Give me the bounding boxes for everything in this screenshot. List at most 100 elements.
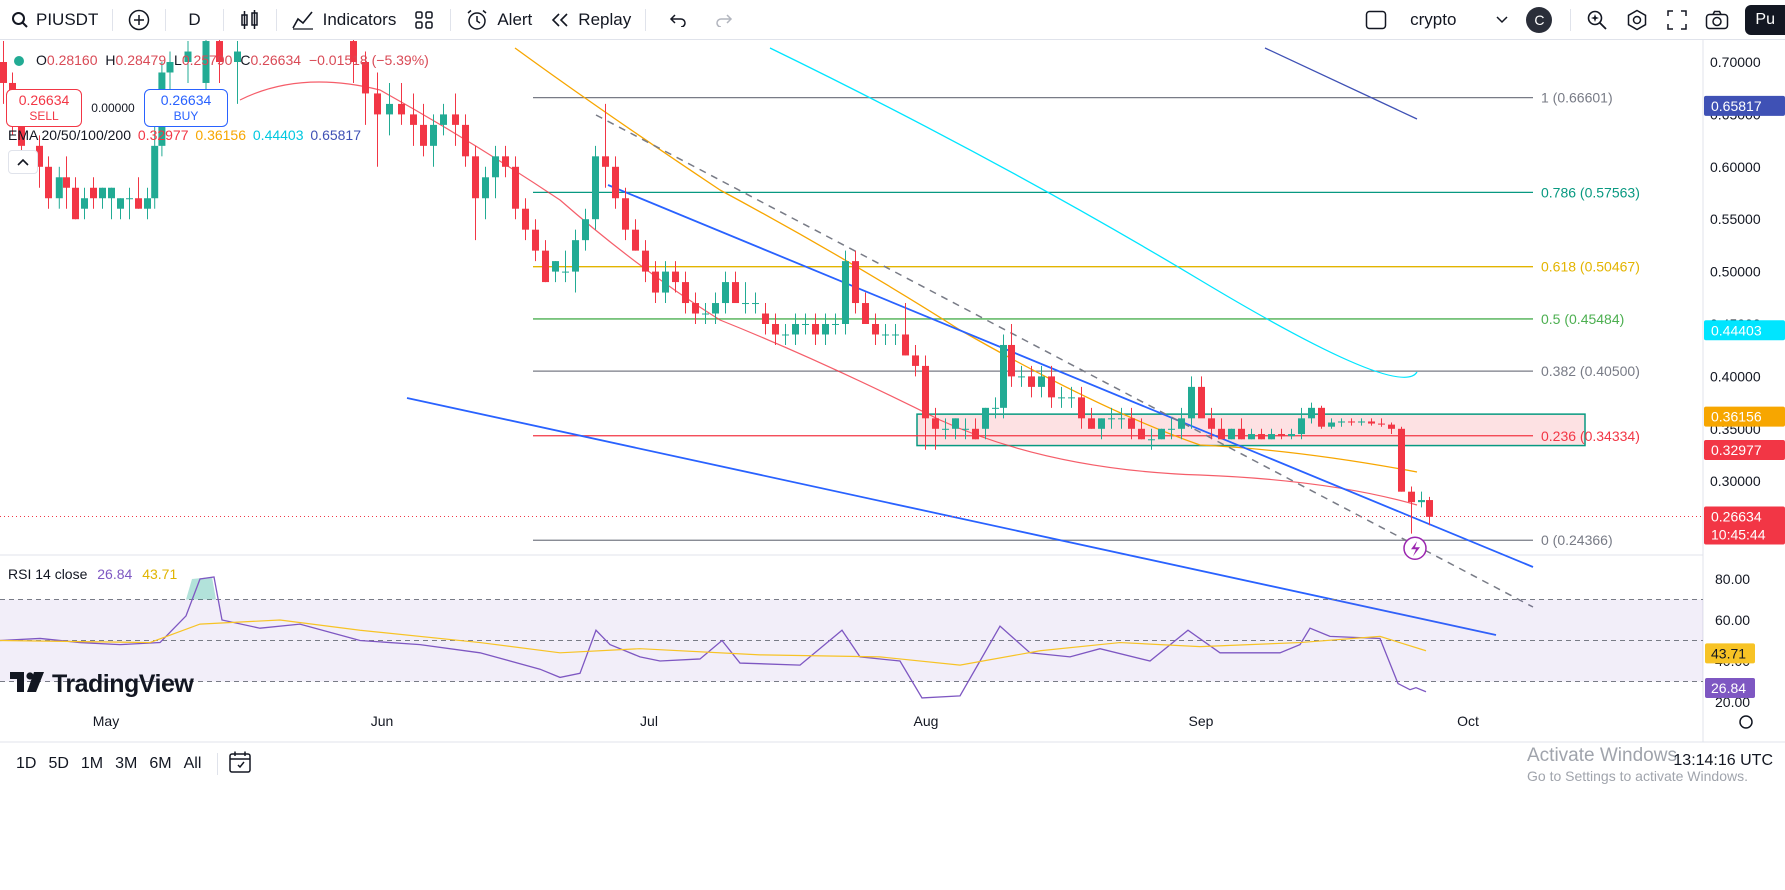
- rsi-tick-label: 80.00: [1715, 571, 1750, 587]
- publish-button[interactable]: Pu: [1745, 5, 1785, 35]
- ema50-value: 0.36156: [195, 127, 246, 143]
- candle-body: [812, 324, 819, 335]
- price-axis-badge: [1704, 406, 1785, 427]
- search-icon: [8, 8, 32, 32]
- candle: [1338, 418, 1345, 427]
- quick-search-button[interactable]: [1577, 0, 1617, 40]
- candle: [692, 292, 699, 324]
- candle-body: [542, 250, 549, 283]
- candle: [36, 135, 43, 188]
- candle-body: [1108, 418, 1115, 420]
- candle-body: [216, 41, 223, 62]
- candle: [1078, 386, 1085, 429]
- ema-legend[interactable]: EMA 20/50/100/200 0.32977 0.36156 0.4440…: [8, 127, 361, 143]
- candle-body: [1028, 376, 1035, 387]
- candle-body: [1358, 421, 1365, 423]
- candle-body: [462, 124, 469, 157]
- candle: [572, 229, 579, 293]
- candle-body: [1268, 434, 1275, 440]
- candle: [1038, 365, 1045, 398]
- collapse-legend-button[interactable]: [8, 150, 38, 174]
- candle-body: [782, 334, 789, 336]
- candle: [652, 261, 659, 304]
- candle: [982, 407, 989, 440]
- candle-body: [202, 41, 210, 83]
- candle-body: [912, 355, 919, 366]
- timeframe-1m[interactable]: 1M: [80, 755, 104, 772]
- candle-body: [852, 261, 859, 304]
- tradingview-logo[interactable]: TradingView: [10, 670, 194, 699]
- templates-button[interactable]: [404, 0, 444, 40]
- layout-button[interactable]: [1350, 0, 1402, 40]
- buy-price: 0.26634: [160, 92, 212, 108]
- candle: [502, 145, 509, 178]
- timeframe-all[interactable]: All: [183, 755, 202, 772]
- candle-body: [1188, 386, 1195, 419]
- alert-button[interactable]: Alert: [457, 0, 540, 40]
- candle: [612, 156, 619, 209]
- candle: [782, 324, 789, 345]
- ema200-value: 0.65817: [310, 127, 361, 143]
- candle-body: [802, 324, 809, 325]
- indicators-button[interactable]: Indicators: [283, 0, 405, 40]
- candle-body: [522, 208, 529, 230]
- gear-icon: [1625, 8, 1649, 32]
- buy-button[interactable]: 0.26634 BUY: [144, 89, 228, 127]
- buy-label: BUY: [173, 109, 199, 123]
- fullscreen-button[interactable]: [1657, 0, 1697, 40]
- utc-clock[interactable]: 13:14:16 UTC: [1673, 752, 1773, 769]
- candle-body: [184, 51, 192, 62]
- candle: [902, 303, 909, 356]
- timeframe-6m[interactable]: 6M: [149, 755, 172, 772]
- candle-body: [822, 324, 829, 335]
- symbol-search[interactable]: PIUSDT: [0, 0, 106, 40]
- candle: [622, 187, 629, 241]
- candle: [135, 177, 142, 209]
- price-tick-label: 0.70000: [1710, 54, 1761, 70]
- timeframe-1d[interactable]: 1D: [16, 755, 37, 772]
- candle: [582, 208, 589, 251]
- candle-body: [1208, 418, 1215, 429]
- candle: [72, 177, 79, 220]
- candle-body: [1218, 428, 1225, 440]
- snapshot-button[interactable]: [1697, 0, 1737, 40]
- price-chart[interactable]: 0.700000.650000.600000.550000.500000.450…: [0, 40, 1785, 790]
- price-axis-badge: [1704, 95, 1785, 116]
- account-button[interactable]: C: [1522, 0, 1564, 40]
- candle: [1000, 334, 1007, 419]
- undo-button[interactable]: [652, 0, 704, 40]
- ema-label: EMA 20/50/100/200: [8, 127, 131, 143]
- candle-body: [1168, 428, 1175, 430]
- date-range-button[interactable]: [228, 750, 252, 779]
- candle: [682, 271, 689, 314]
- timeframe-3m[interactable]: 3M: [115, 755, 138, 772]
- rsi-axis-badge-text: 43.71: [1711, 645, 1746, 661]
- settings-button[interactable]: [1617, 0, 1657, 40]
- camera-icon: [1705, 8, 1729, 32]
- candle: [374, 72, 381, 167]
- candle-body: [63, 177, 70, 188]
- candle-body: [108, 187, 115, 199]
- layout-name-button[interactable]: crypto: [1402, 0, 1522, 40]
- rsi-legend[interactable]: RSI 14 close 26.84 43.71: [8, 566, 177, 582]
- replay-button[interactable]: Replay: [540, 0, 639, 40]
- compare-button[interactable]: [119, 0, 159, 40]
- candle: [1108, 407, 1115, 429]
- candle-body: [732, 282, 739, 304]
- rsi-line: [0, 576, 1427, 699]
- candle-body: [1088, 418, 1095, 429]
- sell-button[interactable]: 0.26634 SELL: [6, 89, 82, 127]
- interval-button[interactable]: D: [172, 0, 216, 40]
- candle-body: [1418, 500, 1425, 503]
- candle: [55, 166, 63, 209]
- candle: [1228, 428, 1235, 440]
- candle: [1208, 407, 1215, 440]
- redo-button[interactable]: [704, 0, 744, 40]
- high-label: H: [105, 52, 116, 68]
- candle-body: [1258, 434, 1265, 440]
- chart-type-button[interactable]: [230, 0, 270, 40]
- candle: [742, 282, 749, 314]
- candle-body: [1328, 422, 1335, 427]
- timeframe-5d[interactable]: 5D: [48, 755, 69, 772]
- candle-body: [36, 145, 43, 167]
